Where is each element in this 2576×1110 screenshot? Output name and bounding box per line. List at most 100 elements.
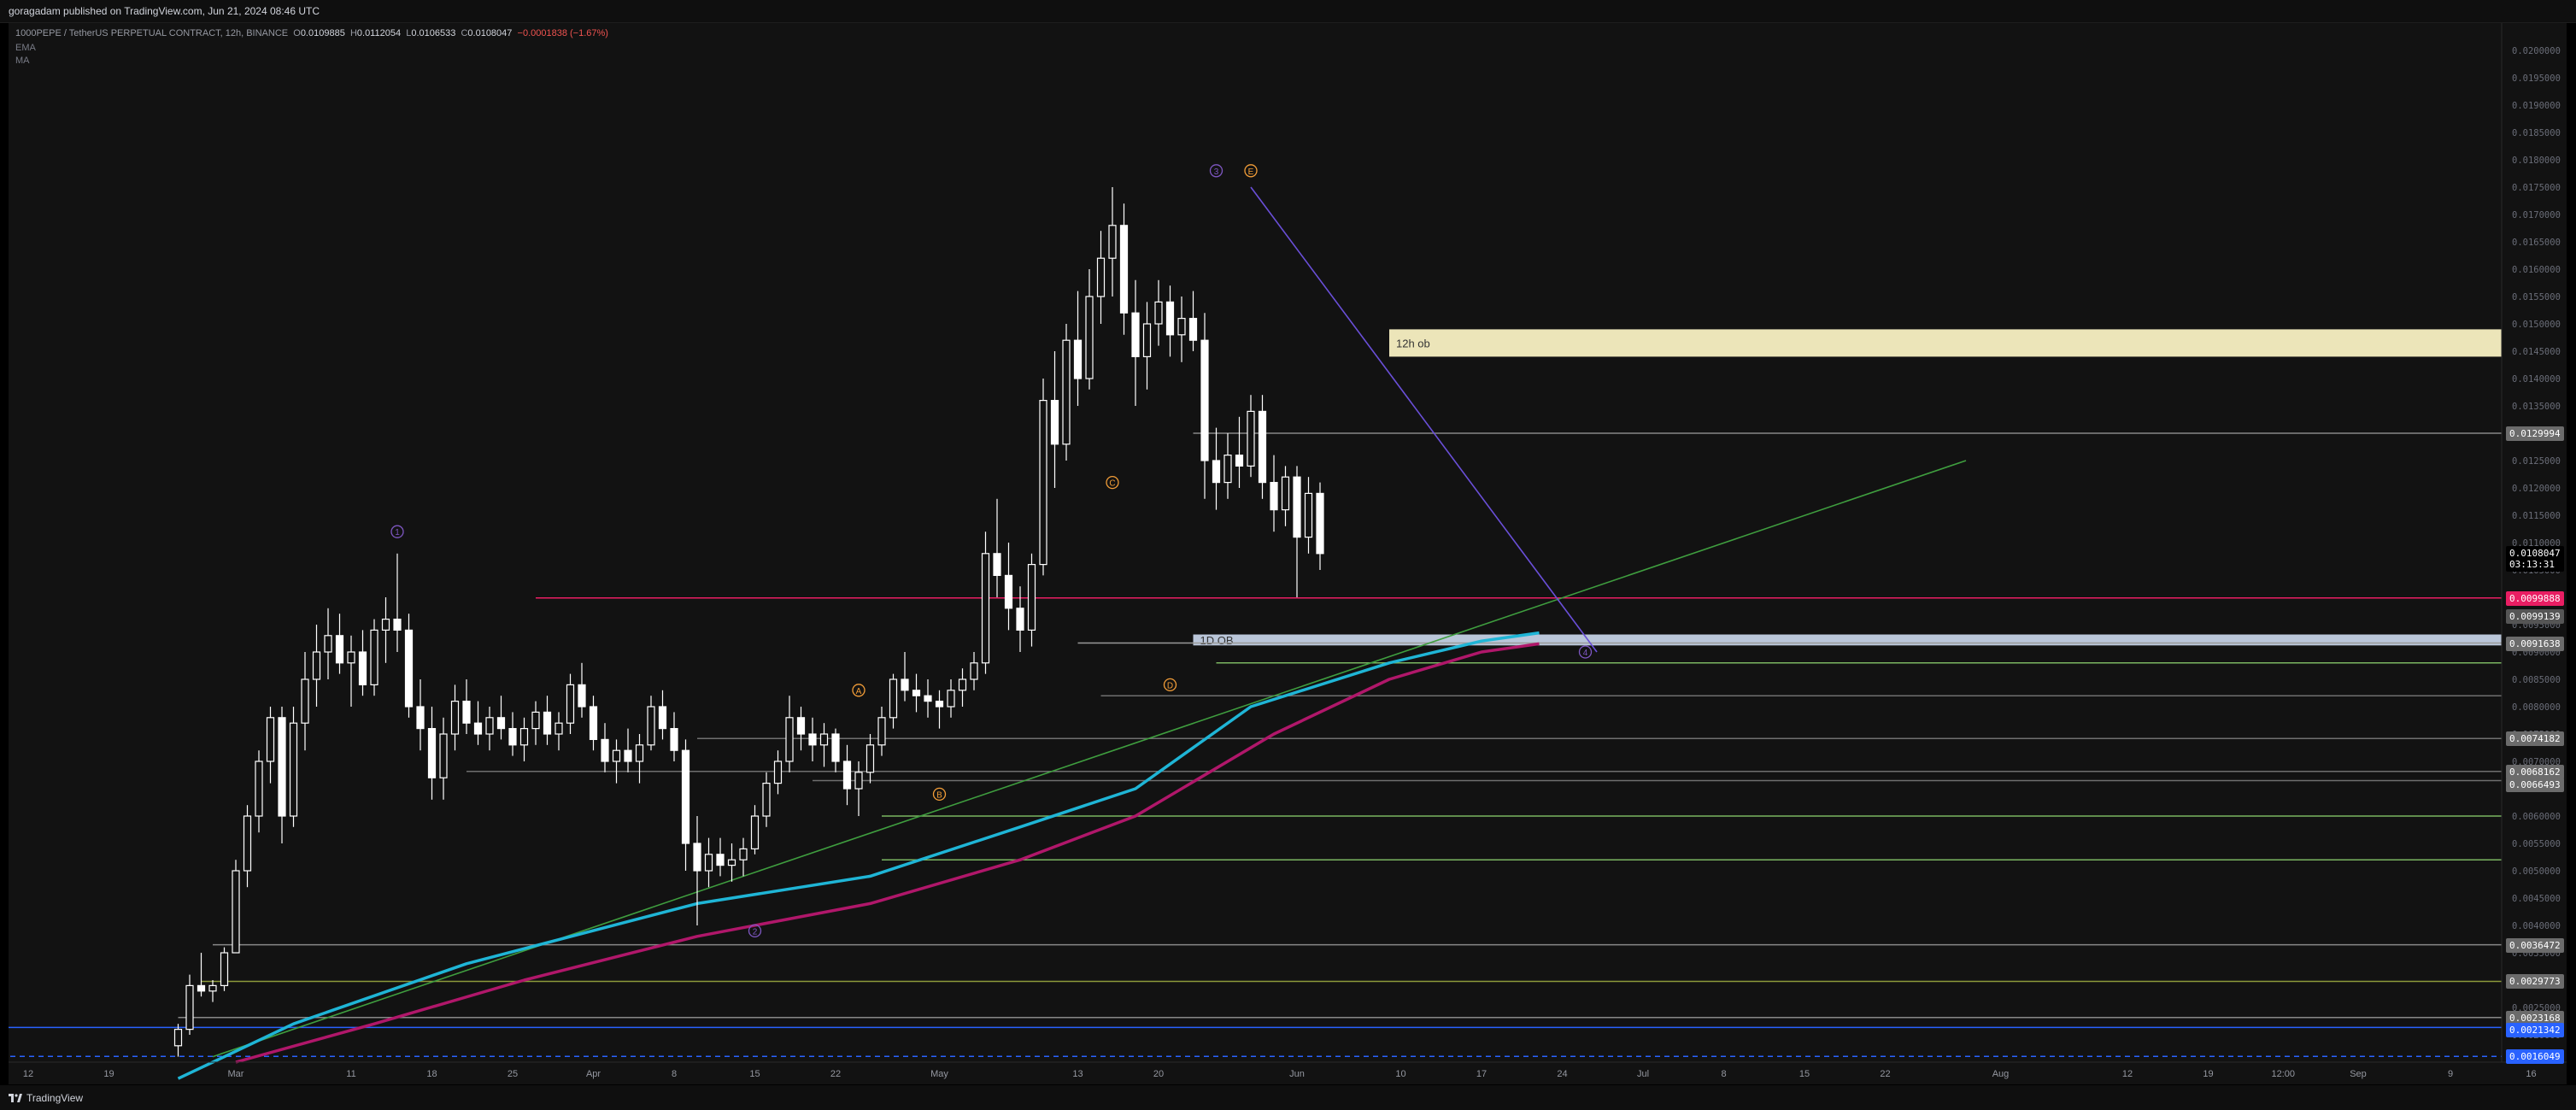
price-axis-label: 0.0091638 (2506, 636, 2564, 651)
price-axis-tick: 0.0180000 (2512, 156, 2561, 166)
candle-body (1062, 339, 1071, 445)
candle-body (1247, 410, 1255, 467)
candle-body (1177, 318, 1186, 336)
candle-body (658, 706, 667, 730)
price-axis-label: 0.0068162 (2506, 764, 2564, 779)
price-axis-tick: 0.0135000 (2512, 402, 2561, 412)
candle-body (324, 635, 332, 653)
price-axis-label: 0.0036472 (2506, 937, 2564, 953)
candle-body (1119, 225, 1129, 314)
candle-body (1212, 460, 1221, 484)
wave-label-circle (1163, 678, 1177, 692)
candle-body (624, 749, 632, 762)
candle-body (1016, 608, 1024, 631)
candle-body (578, 684, 586, 708)
candle-body (1142, 323, 1152, 358)
time-axis-tick: 18 (426, 1069, 437, 1079)
candle-body (924, 695, 932, 702)
candle-body (1154, 301, 1163, 325)
candle-body (693, 843, 701, 872)
candle-body (589, 706, 598, 741)
candle-body (543, 711, 552, 735)
wave-label-text: D (1167, 681, 1173, 690)
time-axis-tick: 22 (830, 1069, 841, 1079)
candle-body (301, 678, 309, 724)
candle-body (1281, 476, 1290, 511)
candle-body (496, 717, 506, 730)
price-axis-tick: 0.0055000 (2512, 839, 2561, 849)
price-axis-label: 0.0016049 (2506, 1049, 2564, 1065)
price-axis-tick: 0.0125000 (2512, 456, 2561, 467)
time-axis-tick: Jun (1289, 1069, 1305, 1079)
ma-indicator-label[interactable]: MA (15, 56, 30, 66)
candle-body (647, 706, 655, 746)
candle-body (1073, 339, 1083, 379)
candle-body (1293, 476, 1301, 538)
candle-body (842, 761, 852, 790)
time-axis-tick: 25 (508, 1069, 518, 1079)
price-axis-tick: 0.0085000 (2512, 675, 2561, 685)
price-axis-tick: 0.0185000 (2512, 128, 2561, 138)
candle-body (796, 717, 806, 735)
price-axis-label: 0.0108047 03:13:31 (2506, 546, 2564, 573)
candle-body (866, 744, 875, 773)
candle-body (773, 761, 783, 784)
candle-body (1096, 257, 1106, 297)
candle-body (1258, 410, 1267, 484)
price-axis-label: 0.0066493 (2506, 777, 2564, 792)
tradingview-brand[interactable]: TradingView (9, 1092, 83, 1104)
candle-body (266, 717, 275, 762)
wave-label-circle (390, 525, 404, 538)
candle-body (601, 738, 609, 762)
candle-body (831, 733, 840, 762)
ema-indicator-label[interactable]: EMA (15, 43, 36, 53)
price-axis-tick: 0.0045000 (2512, 894, 2561, 904)
price-axis-label: 0.0021342 (2506, 1022, 2564, 1037)
publisher-text: goragadam published on TradingView.com, … (9, 5, 320, 17)
low-value: 0.0106533 (411, 28, 456, 38)
time-axis-tick: 22 (1880, 1069, 1890, 1079)
candle-body (1004, 574, 1013, 609)
price-axis-label: 0.0029773 (2506, 974, 2564, 990)
time-axis-tick: Apr (586, 1069, 601, 1079)
candle-body (901, 678, 909, 691)
candle-body (473, 722, 483, 735)
candle-body (727, 859, 736, 866)
price-axis-tick: 0.0175000 (2512, 183, 2561, 193)
wave-label-circle (1209, 164, 1223, 178)
order-block-zone (1193, 634, 2502, 646)
wave-label-text: 1 (395, 528, 400, 537)
candle-body (785, 717, 794, 762)
open-value: 0.0109885 (300, 28, 345, 38)
candle-body (1316, 492, 1324, 555)
high-label: H (349, 28, 357, 38)
time-axis-tick: 20 (1153, 1069, 1164, 1079)
price-axis-tick: 0.0155000 (2512, 292, 2561, 302)
low-label: L (406, 28, 412, 38)
ema-line (177, 631, 1540, 1080)
price-axis-tick: 0.0195000 (2512, 73, 2561, 84)
candle-body (312, 651, 321, 680)
price-axis-tick: 0.0110000 (2512, 538, 2561, 549)
candle-body (416, 706, 425, 730)
time-axis-tick: 8 (672, 1069, 677, 1079)
price-axis-tick: 0.0050000 (2512, 866, 2561, 877)
candle-body (278, 717, 286, 817)
price-axis-tick: 0.0150000 (2512, 320, 2561, 330)
price-axis-tick: 0.0170000 (2512, 210, 2561, 220)
candle-body (819, 733, 829, 746)
candle-body (716, 854, 725, 866)
time-axis-tick: 24 (1557, 1069, 1567, 1079)
price-axis-label: 0.0074182 (2506, 731, 2564, 747)
price-axis-tick: 0.0160000 (2512, 265, 2561, 275)
wave-label-circle (1578, 645, 1593, 659)
candle-body (566, 684, 575, 724)
brand-name: TradingView (26, 1092, 84, 1104)
price-axis-tick: 0.0140000 (2512, 374, 2561, 385)
time-axis-tick: 19 (2203, 1069, 2213, 1079)
candle-body (197, 984, 206, 992)
candle-body (531, 711, 540, 730)
candle-body (1200, 339, 1209, 461)
